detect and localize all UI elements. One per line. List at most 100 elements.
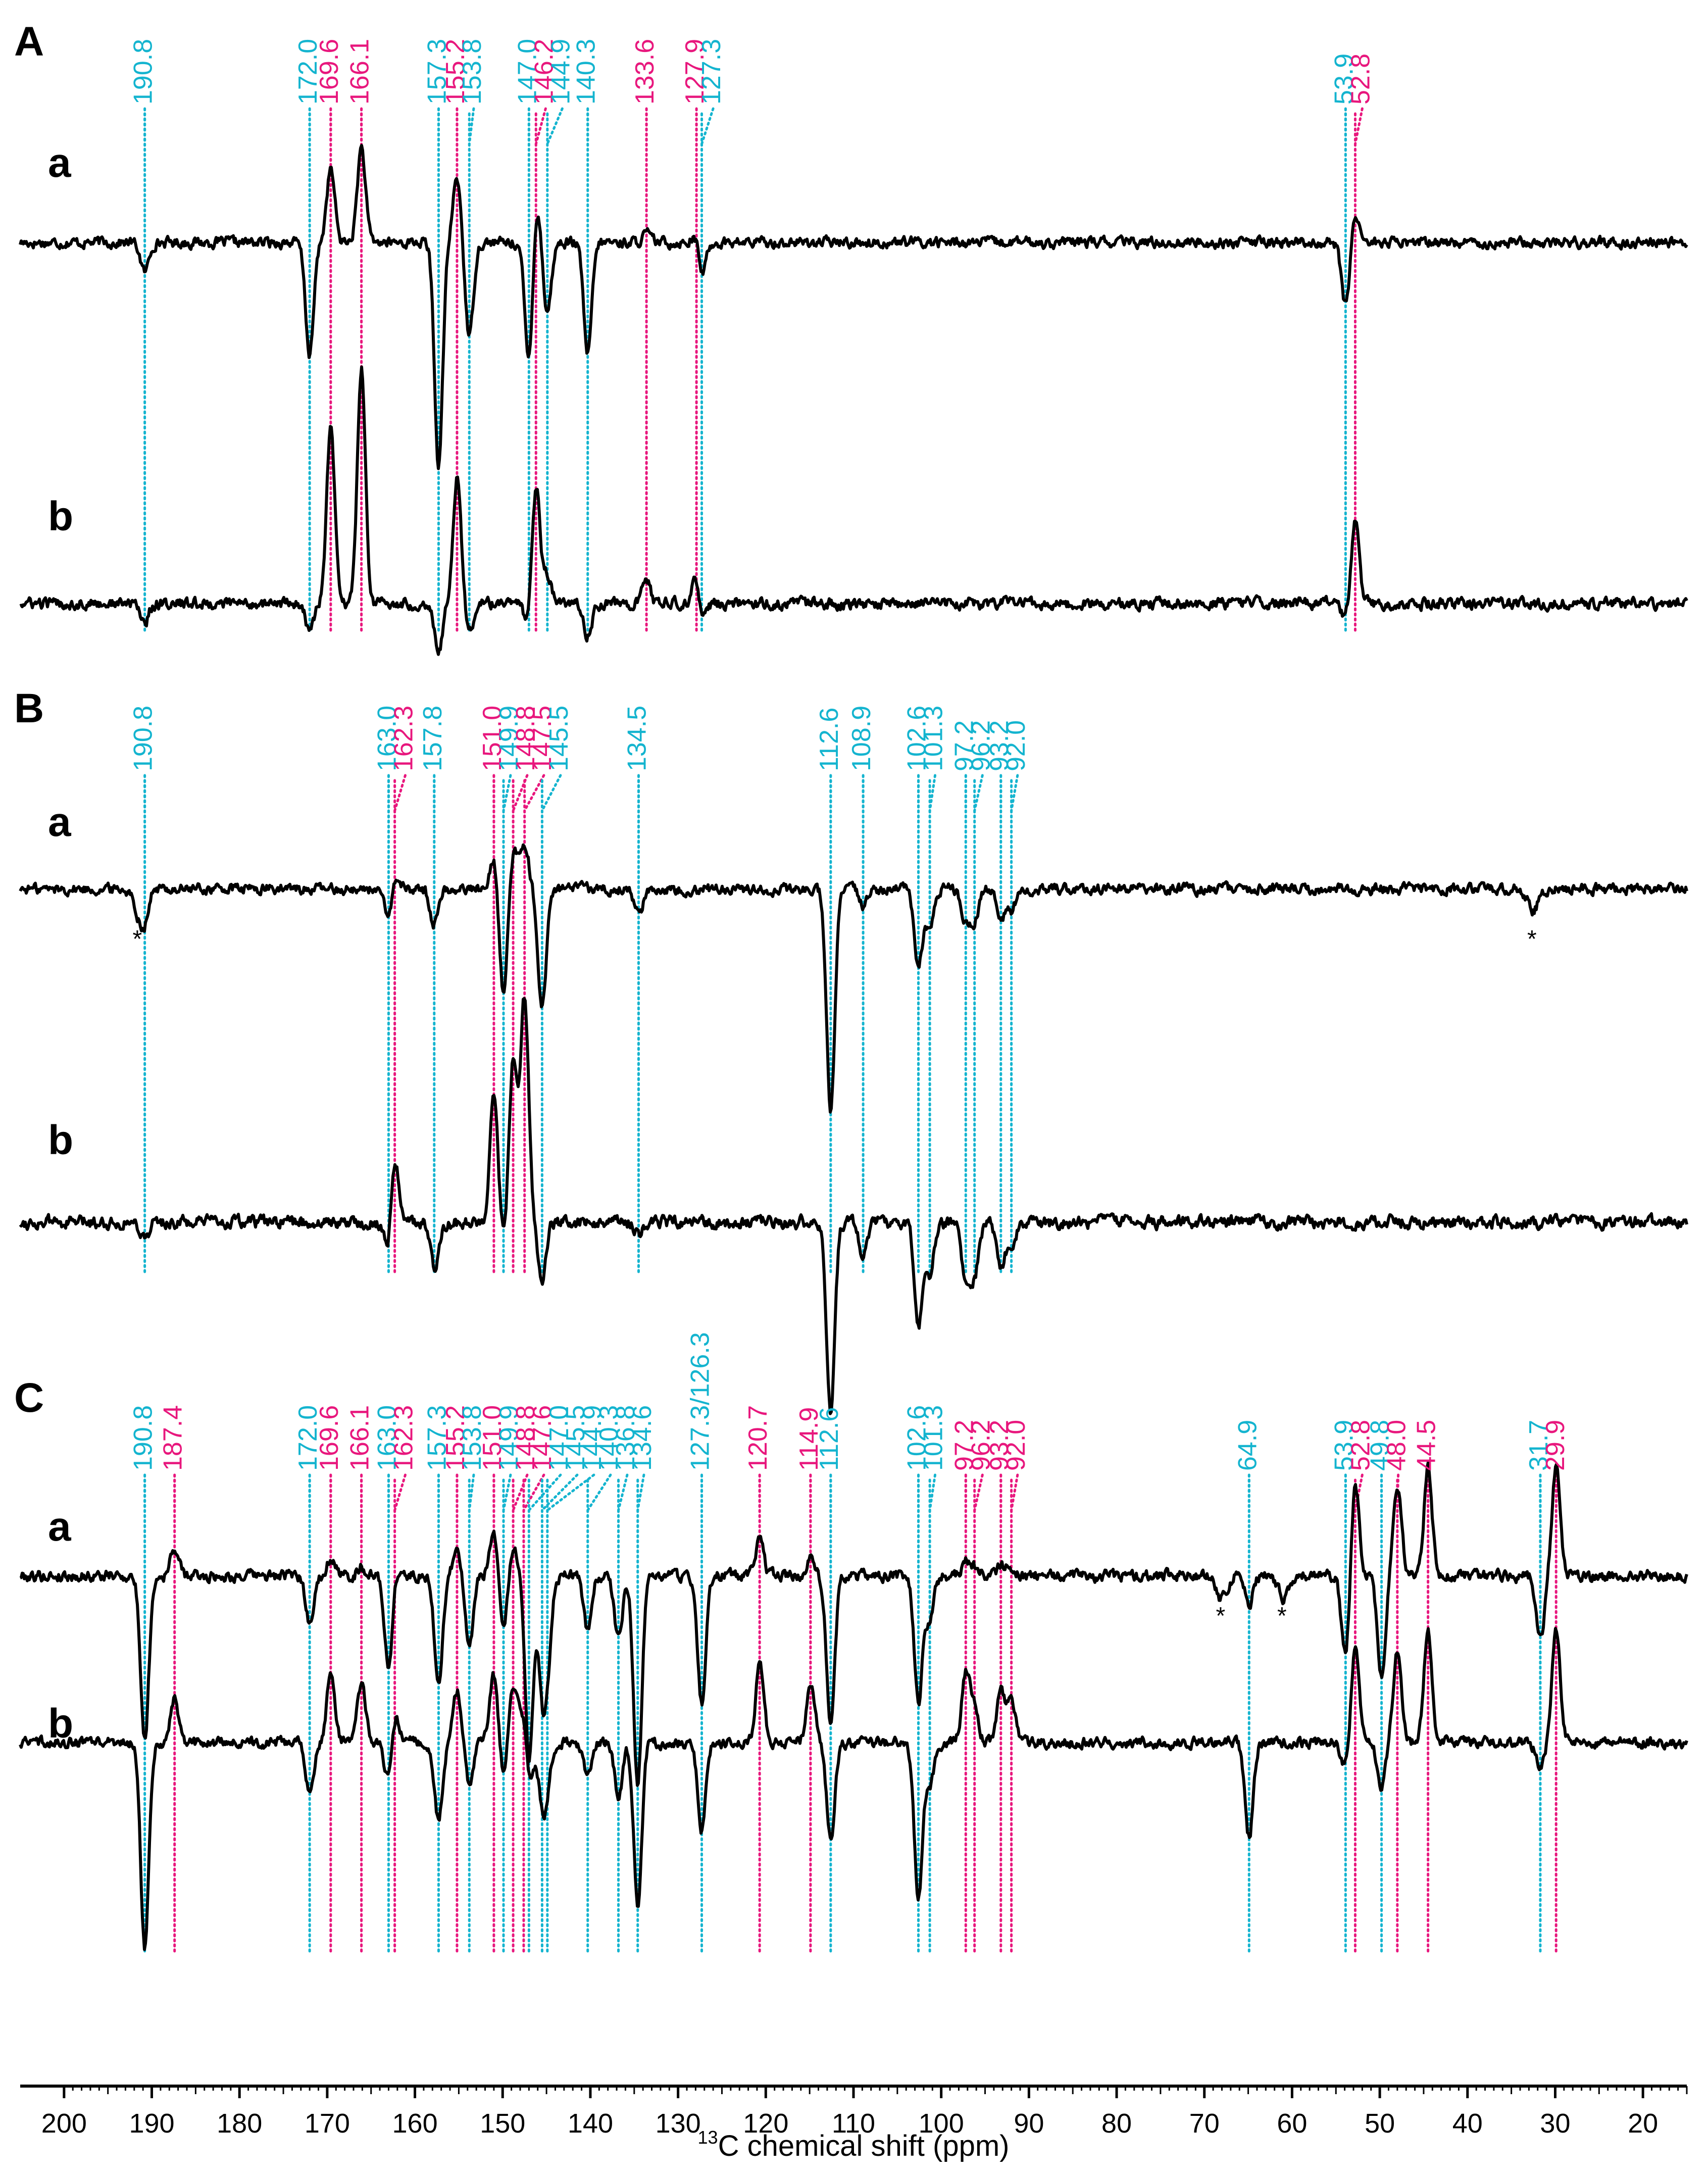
peak-label-155.2: 155.2 bbox=[441, 1405, 470, 1471]
peak-label-145.5: 145.5 bbox=[561, 1405, 590, 1471]
peak-label-134.6: 134.6 bbox=[628, 1405, 657, 1471]
peak-label-127.3/126.3: 127.3/126.3 bbox=[686, 1332, 715, 1471]
x-tick-label: 70 bbox=[1189, 2108, 1220, 2139]
peak-label-147.0: 147.0 bbox=[544, 1405, 574, 1471]
peak-leader-96.2 bbox=[973, 774, 984, 812]
peak-label-108.9: 108.9 bbox=[847, 706, 876, 771]
peak-label-120.7: 120.7 bbox=[743, 1405, 773, 1471]
peak-leader-127.3 bbox=[700, 107, 715, 145]
peak-label-155.2: 155.2 bbox=[441, 39, 470, 105]
x-tick-label: 20 bbox=[1628, 2108, 1658, 2139]
peak-leader-153.8 bbox=[468, 107, 475, 145]
peak-label-127.9: 127.9 bbox=[680, 39, 710, 105]
panel-label-B: B bbox=[14, 685, 44, 731]
x-tick-label: 130 bbox=[656, 2108, 701, 2139]
peak-label-52.8: 52.8 bbox=[1346, 1420, 1375, 1471]
x-tick-label: 50 bbox=[1365, 2108, 1395, 2139]
peak-leader-147.0 bbox=[527, 1473, 562, 1512]
peak-label-112.6: 112.6 bbox=[815, 708, 844, 771]
peak-leader-145.5 bbox=[540, 774, 562, 812]
x-tick-label: 120 bbox=[743, 2108, 788, 2139]
peak-label-48.0: 48.0 bbox=[1382, 1420, 1412, 1471]
sideband-star: * bbox=[1527, 926, 1537, 953]
peak-label-147.5: 147.5 bbox=[528, 706, 557, 771]
row-label-a: a bbox=[48, 1504, 72, 1550]
peak-leader-147.6 bbox=[522, 1473, 545, 1512]
peak-label-190.8: 190.8 bbox=[129, 39, 158, 105]
x-axis-title: 13C chemical shift (ppm) bbox=[698, 2127, 1010, 2162]
peak-label-162.3: 162.3 bbox=[389, 1405, 418, 1471]
peak-leader-149.9 bbox=[502, 774, 512, 812]
peak-label-31.7: 31.7 bbox=[1524, 1420, 1553, 1471]
peak-label-44.5: 44.5 bbox=[1412, 1420, 1441, 1471]
peak-leader-29.9 bbox=[1554, 1473, 1559, 1512]
peak-label-151.0: 151.0 bbox=[478, 706, 507, 771]
peak-label-101.3: 101.3 bbox=[919, 706, 948, 771]
row-label-b: b bbox=[48, 493, 73, 539]
panel-labels-layer: Aa b Ba b * * Ca b * * bbox=[14, 19, 1537, 1747]
peak-label-187.4: 187.4 bbox=[159, 1405, 188, 1471]
peak-leader-101.3 bbox=[928, 1473, 937, 1512]
spectra-traces-layer bbox=[19, 143, 1688, 1951]
x-tick-label: 180 bbox=[217, 2108, 262, 2139]
peak-leader-140.3 bbox=[586, 1473, 612, 1512]
panel-label-C: C bbox=[14, 1375, 44, 1421]
peak-label-157.3: 157.3 bbox=[422, 1405, 451, 1471]
peak-label-148.8: 148.8 bbox=[511, 1405, 540, 1471]
peak-label-140.3: 140.3 bbox=[572, 39, 601, 105]
x-tick-label: 80 bbox=[1101, 2108, 1132, 2139]
peak-leader-96.2 bbox=[973, 1473, 984, 1512]
row-label-a: a bbox=[48, 140, 72, 186]
row-label-b: b bbox=[48, 1117, 73, 1163]
x-axis-title-text: C chemical shift (ppm) bbox=[718, 2130, 1010, 2162]
peak-label-172.0: 172.0 bbox=[293, 39, 323, 105]
peak-label-149.9: 149.9 bbox=[494, 1405, 524, 1471]
peak-leader-136.8 bbox=[617, 1473, 629, 1512]
row-label-b: b bbox=[48, 1701, 73, 1747]
x-tick-label: 90 bbox=[1014, 2108, 1044, 2139]
peak-leader-144.9 bbox=[546, 107, 564, 145]
peak-label-53.9: 53.9 bbox=[1329, 54, 1359, 105]
peak-leader-148.8 bbox=[512, 1473, 529, 1512]
peak-label-162.3: 162.3 bbox=[389, 706, 418, 771]
peak-label-151.0: 151.0 bbox=[478, 1405, 507, 1471]
peak-leader-101.3 bbox=[928, 774, 937, 812]
peak-label-147.6: 147.6 bbox=[528, 1405, 557, 1471]
peak-label-166.1: 166.1 bbox=[345, 1405, 375, 1471]
peak-leader-92.0 bbox=[1010, 1473, 1019, 1512]
peak-label-136.8: 136.8 bbox=[611, 1405, 640, 1471]
peak-leader-153.8 bbox=[468, 1473, 475, 1512]
peak-leader-52.8 bbox=[1353, 107, 1364, 145]
peak-label-96.2: 96.2 bbox=[966, 1420, 995, 1471]
peak-label-190.8: 190.8 bbox=[129, 1405, 158, 1471]
spectrum-trace-B-b bbox=[19, 997, 1688, 1415]
x-tick-label: 170 bbox=[305, 2108, 350, 2139]
peak-label-53.9: 53.9 bbox=[1329, 1420, 1359, 1471]
peak-leader-134.6 bbox=[636, 1473, 645, 1512]
peak-label-147.0: 147.0 bbox=[513, 39, 542, 105]
peak-label-127.3: 127.3 bbox=[697, 39, 726, 105]
sideband-star: * bbox=[1277, 1603, 1287, 1629]
peak-label-149.9: 149.9 bbox=[494, 706, 524, 771]
peak-label-92.0: 92.0 bbox=[1001, 1420, 1031, 1471]
row-label-a: a bbox=[48, 799, 72, 845]
peak-label-97.2: 97.2 bbox=[949, 720, 979, 771]
spectrum-trace-C-a bbox=[19, 1460, 1688, 1787]
x-tick-label: 140 bbox=[568, 2108, 613, 2139]
peak-label-163.0: 163.0 bbox=[372, 706, 401, 771]
peak-leader-52.8 bbox=[1353, 1473, 1364, 1512]
sideband-star: * bbox=[1216, 1603, 1225, 1629]
peak-leader-149.9 bbox=[502, 1473, 512, 1512]
spectrum-trace-C-b bbox=[19, 1627, 1688, 1951]
x-tick-label: 190 bbox=[129, 2108, 174, 2139]
x-tick-label: 100 bbox=[919, 2108, 964, 2139]
peak-label-157.8: 157.8 bbox=[418, 706, 447, 771]
peak-label-93.2: 93.2 bbox=[985, 1420, 1014, 1471]
peak-leader-162.3 bbox=[393, 774, 407, 812]
peak-label-144.9: 144.9 bbox=[546, 39, 575, 105]
peak-label-133.6: 133.6 bbox=[630, 39, 660, 105]
peak-label-190.8: 190.8 bbox=[129, 706, 158, 771]
peak-leader-162.3 bbox=[393, 1473, 407, 1512]
